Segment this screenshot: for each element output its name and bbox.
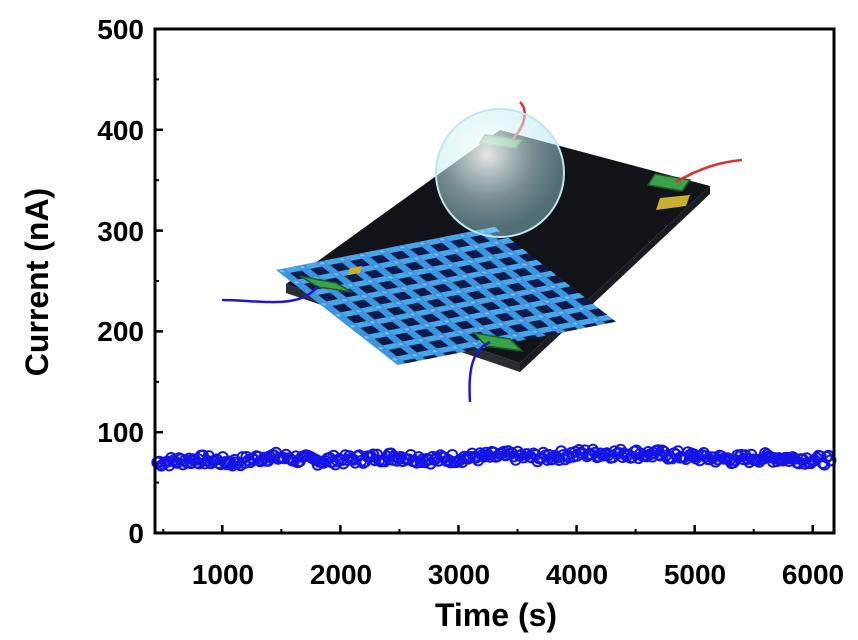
data-point (653, 448, 666, 461)
x-axis-title: Time (s) (435, 597, 557, 633)
data-point (724, 453, 737, 466)
y-tick-label: 300 (97, 216, 144, 247)
data-point (535, 451, 548, 464)
data-point (404, 449, 417, 461)
device-schematic-inset (221, 101, 743, 403)
data-point (387, 450, 400, 463)
data-point (617, 447, 630, 460)
y-tick-label: 0 (128, 518, 144, 549)
data-point (410, 456, 423, 469)
data-point (464, 451, 477, 464)
droplet-icon (435, 108, 565, 238)
data-point (151, 456, 164, 469)
data-point (688, 450, 701, 463)
y-axis-tick-labels: 0 100 200 300 400 500 (97, 14, 144, 549)
data-point (192, 453, 205, 466)
data-point (310, 454, 323, 467)
data-point (576, 447, 589, 460)
data-series (151, 443, 837, 472)
data-point (499, 449, 512, 462)
x-tick-label: 6000 (782, 559, 844, 590)
x-tick-label: 3000 (428, 559, 490, 590)
x-tick-label: 2000 (310, 559, 372, 590)
x-tick-label: 5000 (664, 559, 726, 590)
data-point (759, 451, 772, 464)
data-point (367, 448, 380, 461)
x-tick-label: 4000 (546, 559, 608, 590)
data-point (346, 453, 359, 466)
x-axis-tick-labels: 1000 2000 3000 4000 5000 6000 (192, 559, 844, 590)
data-point (228, 456, 241, 469)
y-tick-label: 100 (97, 417, 144, 448)
data-point (428, 453, 441, 466)
data-point (783, 452, 796, 465)
y-tick-label: 400 (97, 115, 144, 146)
y-axis-ticks (155, 27, 163, 535)
data-point (263, 450, 276, 463)
x-axis-ticks (162, 525, 814, 533)
y-axis-title: Current (nA) (19, 188, 55, 376)
y-tick-label: 500 (97, 14, 144, 45)
x-tick-label: 1000 (192, 559, 254, 590)
y-tick-label: 200 (97, 316, 144, 347)
